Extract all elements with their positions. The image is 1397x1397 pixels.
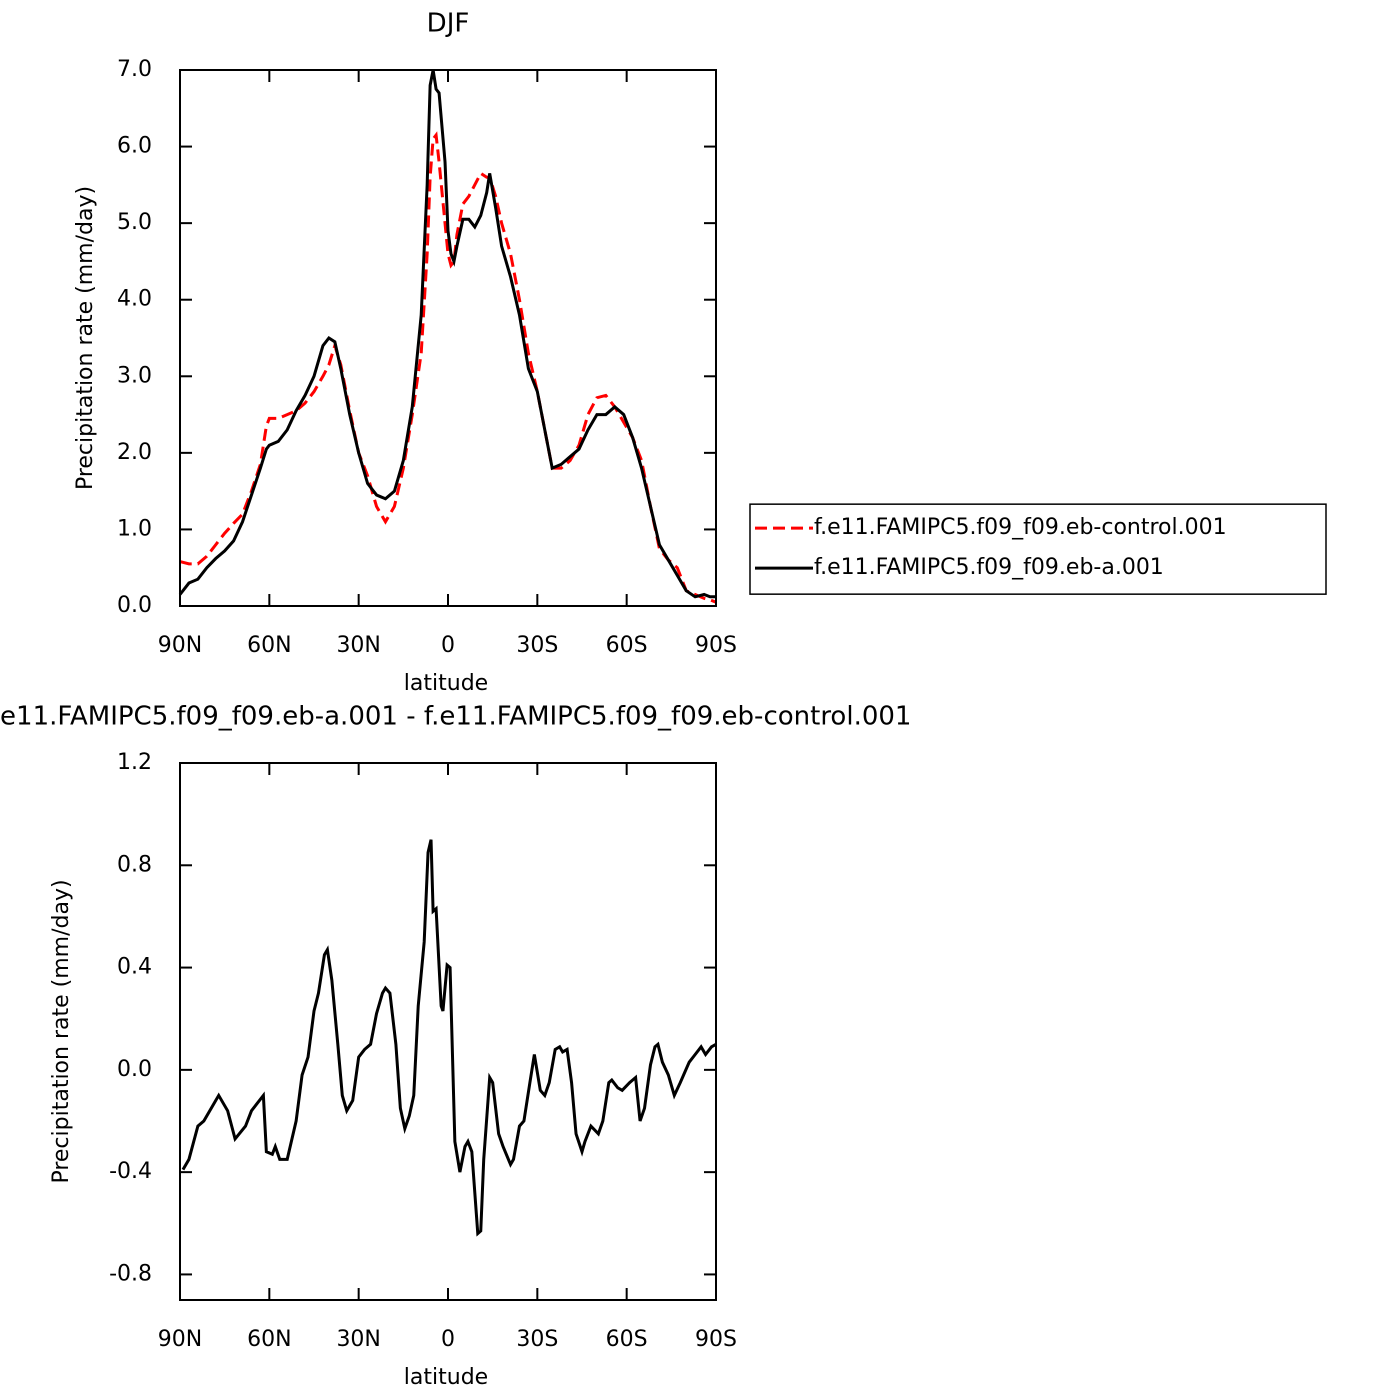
plot-frame	[179, 69, 717, 607]
y-tick-label: 1.2	[117, 750, 152, 775]
legend-label: f.e11.FAMIPC5.f09_f09.eb-control.001	[814, 515, 1227, 540]
y-tick-label: 0.8	[117, 852, 152, 877]
y-axis-label: Precipitation rate (mm/day)	[73, 186, 98, 490]
legend-label: f.e11.FAMIPC5.f09_f09.eb-a.001	[814, 555, 1164, 580]
x-tick-label: 90N	[158, 1327, 202, 1352]
x-tick-label: 60S	[606, 633, 648, 658]
y-axis-label: Precipitation rate (mm/day)	[49, 879, 74, 1183]
y-tick-label: 6.0	[117, 134, 152, 159]
x-tick-label: 0	[441, 1327, 455, 1352]
y-tick-label: 3.0	[117, 363, 152, 388]
plot-frame	[179, 762, 717, 1301]
y-tick-label: 0.4	[117, 955, 152, 980]
x-tick-label: 90S	[695, 1327, 737, 1352]
y-tick-label: 2.0	[117, 440, 152, 465]
x-tick-label: 30S	[516, 1327, 558, 1352]
chart-title: f.e11.FAMIPC5.f09_f09.eb-a.001 - f.e11.F…	[0, 702, 911, 732]
y-tick-label: 0.0	[117, 1057, 152, 1082]
data-line	[178, 69, 716, 599]
chart-title: DJF	[427, 9, 470, 39]
x-axis-label: latitude	[404, 1365, 488, 1390]
data-line	[181, 839, 717, 1237]
y-tick-label: 0.0	[117, 593, 152, 618]
x-axis-label: latitude	[404, 671, 488, 696]
x-tick-label: 90S	[695, 633, 737, 658]
x-tick-label: 30S	[516, 633, 558, 658]
x-tick-label: 30N	[336, 1327, 380, 1352]
y-tick-label: 1.0	[117, 516, 152, 541]
y-tick-label: 4.0	[117, 287, 152, 312]
y-tick-label: 5.0	[117, 210, 152, 235]
y-tick-label: -0.8	[109, 1261, 152, 1286]
x-tick-label: 0	[441, 633, 455, 658]
x-tick-label: 60S	[606, 1327, 648, 1352]
x-tick-label: 90N	[158, 633, 202, 658]
x-tick-label: 60N	[247, 1327, 291, 1352]
x-tick-label: 30N	[336, 633, 380, 658]
x-tick-label: 60N	[247, 633, 291, 658]
legend-box	[749, 503, 1327, 595]
y-tick-label: 7.0	[117, 57, 152, 82]
y-tick-label: -0.4	[109, 1159, 152, 1184]
